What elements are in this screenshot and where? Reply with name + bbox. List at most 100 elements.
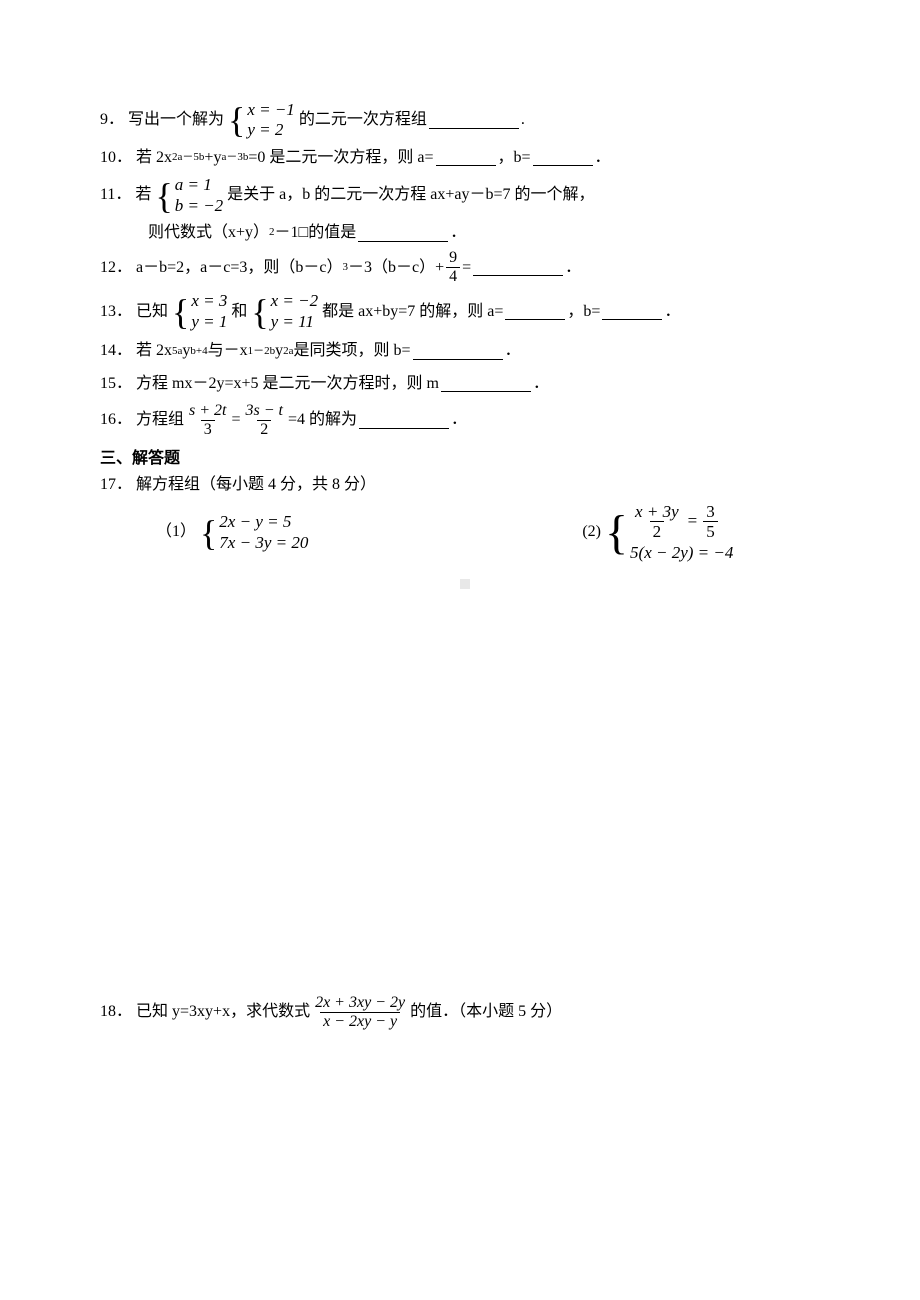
q16-f1: s + 2t 3 (186, 403, 229, 438)
q16-f2: 3s − t 2 (243, 403, 286, 438)
q16-eq1: = (232, 409, 241, 431)
qnum-16: 16． (100, 409, 132, 431)
question-11-line2: 则代数式（x+y）2－1□的值是． (148, 222, 830, 244)
qnum-12: 12． (100, 257, 132, 279)
q14-t4: y (275, 340, 283, 362)
blank (533, 149, 593, 166)
q11-system: { a = 1 b = −2 (155, 175, 223, 216)
q11-t2: 是关于 a，b 的二元一次方程 ax+ay－b=7 的一个解， (227, 184, 594, 206)
q18-frac: 2x + 3xy − 2y x − 2xy − y (312, 995, 408, 1030)
q12-frac-n: 9 (446, 250, 460, 267)
qnum-18: 18． (100, 1001, 132, 1023)
q17-equations: （1） { 2x − y = 5 7x − 3y = 20 (2) { x + … (100, 503, 830, 563)
brace-left-icon: { (228, 102, 245, 138)
question-13: 13． 已知 { x = 3 y = 1 和 { x = −2 y = 11 都… (100, 291, 830, 332)
q13-sys2-bot: y = 11 (271, 312, 319, 332)
exam-page: 9． 写出一个解为 { x = −1 y = 2 的二元一次方程组 . 10． … (0, 0, 920, 1300)
qnum-9: 9． (100, 109, 124, 131)
workspace-marker (100, 572, 830, 594)
brace-left-icon: { (605, 509, 628, 557)
q14-e1: 5a (172, 344, 182, 359)
q17-p2-eq: = (688, 512, 698, 531)
q14-e2: b+4 (190, 344, 207, 359)
q17-p2-tf-d: 2 (650, 521, 665, 540)
q13-t2: 都是 ax+by=7 的解，则 a= (322, 301, 503, 323)
q13-mid: 和 (231, 301, 247, 323)
q9-sys-top: x = −1 (247, 100, 295, 120)
q16-f1-d: 3 (201, 420, 215, 438)
q9-post: 的二元一次方程组 (299, 109, 427, 131)
q17-p1-label: （1） (156, 521, 196, 543)
q17-p2-label: (2) (582, 521, 601, 543)
blank (473, 259, 563, 276)
q17-p1-bot: 7x − 3y = 20 (219, 533, 308, 553)
q12-end: ． (565, 257, 581, 279)
q17-part1: （1） { 2x − y = 5 7x − 3y = 20 (156, 512, 312, 553)
blank (413, 343, 503, 360)
q10-end: ． (595, 147, 611, 169)
q12-t2: －3（b－c）+ (348, 257, 444, 279)
q13-sys1-bot: y = 1 (191, 312, 227, 332)
q10-t3: =0 是二元一次方程，则 a= (248, 147, 433, 169)
q17-p2-sys: { x + 3y 2 = 3 5 5(x − 2y) = −4 (605, 503, 733, 563)
q16-f1-n: s + 2t (186, 403, 229, 420)
blank (429, 112, 519, 129)
q10-t4: ，b= (498, 147, 531, 169)
q11-l2b: －1□的值是 (275, 222, 357, 244)
q14-t3: 与－x (208, 340, 248, 362)
q17-title: 解方程组（每小题 4 分，共 8 分） (136, 474, 376, 496)
q16-f2-n: 3s − t (243, 403, 286, 420)
question-16: 16． 方程组 s + 2t 3 = 3s − t 2 =4 的解为． (100, 403, 830, 438)
q18-t1: 已知 y=3xy+x，求代数式 (136, 1001, 310, 1023)
q14-e4: 2a (283, 344, 293, 359)
blank (441, 375, 531, 392)
q13-sys1-top: x = 3 (191, 291, 227, 311)
q14-end: ． (505, 340, 521, 362)
q14-t2: y (182, 340, 190, 362)
q13-t3: ，b= (567, 301, 600, 323)
qnum-14: 14． (100, 340, 132, 362)
workspace (100, 595, 830, 995)
q18-t2: 的值．（本小题 5 分） (410, 1001, 562, 1023)
q17-p2-tf-n: x + 3y (632, 503, 682, 521)
q13-sys2-top: x = −2 (271, 291, 319, 311)
q13-t1: 已知 (136, 301, 168, 323)
q11-t1: 若 (135, 184, 151, 206)
blank (602, 303, 662, 320)
q12-t3: = (462, 257, 471, 279)
q12-t1: a－b=2，a－c=3，则（b－c） (136, 257, 342, 279)
q17-p2-tr-n: 3 (703, 503, 718, 521)
q18-f-d: x − 2xy − y (320, 1012, 400, 1030)
brace-left-icon: { (172, 294, 189, 330)
q12-frac-d: 4 (446, 267, 460, 285)
q12-frac: 9 4 (446, 250, 460, 285)
q10-t1: 若 2x (136, 147, 172, 169)
q17-part2: (2) { x + 3y 2 = 3 5 5(x (582, 503, 737, 563)
blank (505, 303, 565, 320)
question-11: 11． 若 { a = 1 b = −2 是关于 a，b 的二元一次方程 ax+… (100, 175, 830, 216)
q17-p2-top: x + 3y 2 = 3 5 (630, 503, 733, 540)
section-3-heading: 三、解答题 (100, 448, 830, 470)
q17-p2-toprhs: 3 5 (703, 503, 718, 540)
q9-sys-bot: y = 2 (247, 120, 295, 140)
q11-sys-bot: b = −2 (175, 196, 223, 216)
q9-system: { x = −1 y = 2 (228, 100, 295, 141)
brace-left-icon: { (251, 294, 268, 330)
q15-end: ． (533, 373, 549, 395)
q9-end: . (521, 109, 525, 131)
question-9: 9． 写出一个解为 { x = −1 y = 2 的二元一次方程组 . (100, 100, 830, 141)
brace-left-icon: { (155, 178, 172, 214)
q17-p1-top: 2x − y = 5 (219, 512, 308, 532)
q13-end: ． (664, 301, 680, 323)
qnum-11: 11． (100, 184, 131, 206)
qnum-13: 13． (100, 301, 132, 323)
q15-t1: 方程 mx－2y=x+5 是二元一次方程时，则 m (136, 373, 439, 395)
q17-p2-bot: 5(x − 2y) = −4 (630, 544, 733, 563)
blank (358, 225, 448, 242)
question-15: 15． 方程 mx－2y=x+5 是二元一次方程时，则 m． (100, 373, 830, 395)
brace-left-icon: { (200, 515, 217, 551)
q11-sys-top: a = 1 (175, 175, 223, 195)
q16-end: ． (451, 409, 467, 431)
question-10: 10． 若 2x2a－5b+ya－3b=0 是二元一次方程，则 a=，b=． (100, 147, 830, 169)
q13-sys2: { x = −2 y = 11 (251, 291, 318, 332)
